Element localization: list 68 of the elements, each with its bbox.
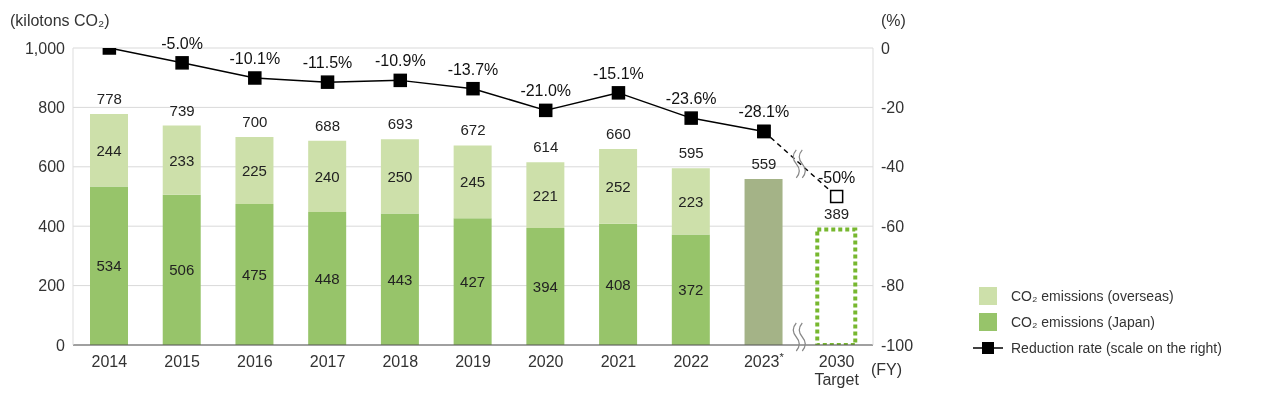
- x-axis-title: (FY): [871, 361, 903, 378]
- x-tick-label: 2014: [91, 353, 128, 370]
- total-label: 595: [678, 144, 704, 162]
- data-label: 443: [387, 270, 413, 288]
- data-label: -10.1%: [229, 50, 281, 67]
- data-label: 221: [532, 186, 558, 204]
- total-label: 660: [605, 124, 631, 142]
- y-tick-label: 600: [38, 158, 66, 176]
- y2-tick-label: -60: [881, 217, 905, 235]
- data-label: 240: [314, 167, 340, 185]
- data-label: 250: [387, 167, 413, 185]
- legend-label: CO₂ emissions (overseas): [1011, 288, 1174, 304]
- data-label: 475: [241, 265, 267, 283]
- data-label: 372: [678, 281, 704, 299]
- total-label: 778: [96, 89, 122, 107]
- total-label: 700: [242, 113, 268, 131]
- data-label: 244: [96, 141, 122, 159]
- y2-tick-label: -100: [881, 336, 914, 354]
- data-label: 427: [460, 273, 486, 291]
- data-label: -50%: [817, 168, 856, 186]
- data-label: 233: [169, 151, 195, 169]
- x-tick-label: 2030 Target: [814, 353, 860, 388]
- total-label: 739: [169, 101, 195, 119]
- legend-label: CO₂ emissions (Japan): [1011, 314, 1155, 330]
- y2-tick-label: -80: [881, 277, 905, 295]
- x-tick-label: 2015: [164, 353, 200, 370]
- total-label: 559: [751, 154, 777, 172]
- data-label: 408: [605, 275, 631, 293]
- legend-label: Reduction rate (scale on the right): [1011, 340, 1222, 356]
- y2-tick-label: 0: [881, 39, 890, 57]
- total-label: 614: [533, 138, 559, 156]
- total-label: 389: [824, 205, 850, 223]
- data-label: -15.1%: [593, 64, 644, 82]
- data-label: 225: [241, 162, 267, 180]
- total-label: 693: [387, 115, 413, 133]
- y-axis-title: (kilotons CO₂): [10, 12, 110, 29]
- x-tick-label: 2016: [237, 353, 273, 370]
- total-label: 688: [315, 116, 341, 134]
- y-tick-label: 800: [38, 99, 66, 117]
- data-label: -28.1%: [738, 103, 790, 121]
- data-label: 448: [314, 269, 340, 287]
- x-tick-label: 2022: [673, 353, 710, 370]
- y2-axis-title: (%): [881, 12, 906, 29]
- y-tick-label: 0: [56, 336, 66, 354]
- data-label: -13.7%: [447, 60, 499, 78]
- data-label: 506: [169, 261, 195, 279]
- data-label: 245: [460, 173, 486, 191]
- data-label: 252: [605, 177, 631, 195]
- data-label: 534: [96, 257, 122, 275]
- x-tick-label: 2018: [382, 353, 419, 370]
- y-tick-label: 400: [38, 217, 66, 235]
- data-label: 394: [532, 277, 558, 295]
- y-tick-label: 1,000: [24, 39, 66, 57]
- data-label: -11.5%: [302, 54, 353, 72]
- data-label: -10.9%: [374, 52, 426, 70]
- x-tick-label: 2017: [309, 353, 346, 370]
- total-label: 672: [460, 121, 486, 139]
- data-label: -23.6%: [665, 90, 717, 108]
- x-tick-label: 2019: [455, 353, 491, 370]
- data-label: -21.0%: [520, 82, 572, 100]
- y-tick-label: 200: [38, 277, 66, 295]
- x-tick-label: 2021: [600, 353, 637, 370]
- data-label: -5.0%: [161, 34, 203, 52]
- x-tick-label: 2023$^{*}$: [743, 351, 785, 370]
- x-tick-label: 2020: [527, 353, 564, 370]
- data-label: 223: [678, 192, 704, 210]
- y2-tick-label: -20: [881, 99, 905, 117]
- y2-tick-label: -40: [881, 158, 905, 176]
